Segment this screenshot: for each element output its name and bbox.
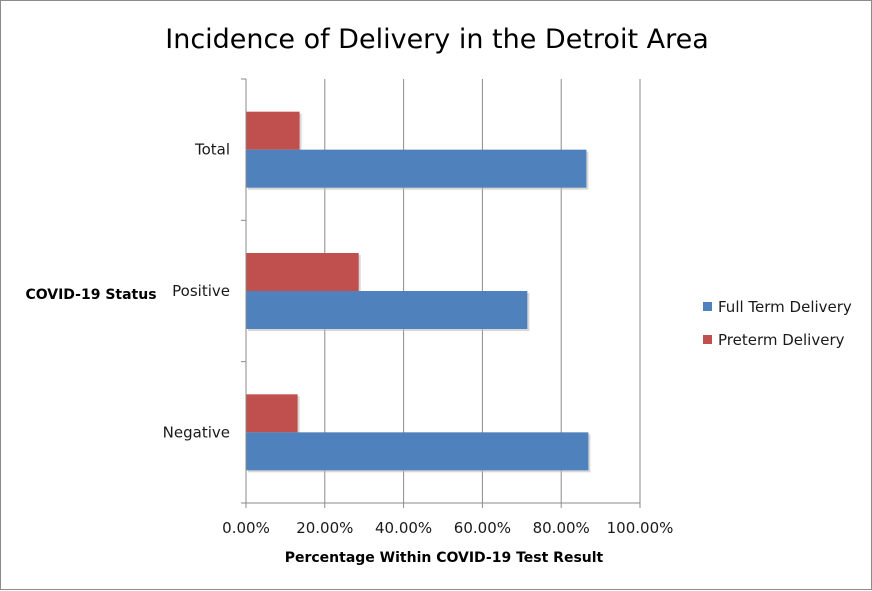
y-tick-label: Negative (163, 423, 230, 441)
legend-swatch (703, 335, 712, 344)
bar-full-term (246, 291, 528, 329)
legend-swatch (703, 302, 712, 311)
bar-full-term (246, 149, 587, 188)
bar-full-term (246, 432, 589, 471)
x-tick-label: 60.00% (454, 519, 511, 537)
legend: Full Term Delivery Preterm Delivery (703, 298, 852, 349)
y-tick-label: Positive (172, 282, 230, 300)
bar-preterm (246, 394, 298, 433)
chart-title: Incidence of Delivery in the Detroit Are… (165, 24, 709, 55)
tick-labels: 0.00% 20.00% 40.00% 60.00% 80.00% 100.00% Tota… (163, 141, 674, 537)
legend-label: Preterm Delivery (718, 331, 845, 349)
bar-preterm (246, 253, 359, 291)
x-axis-label: Percentage Within COVID-19 Test Result (285, 550, 604, 566)
legend-label: Full Term Delivery (718, 298, 852, 316)
x-tick-label: 100.00% (607, 519, 674, 537)
axes (241, 78, 641, 508)
bar-preterm (246, 111, 300, 150)
x-tick-label: 0.00% (222, 519, 270, 537)
bars (246, 111, 591, 473)
y-tick-label: Total (194, 141, 230, 159)
x-tick-label: 80.00% (533, 519, 590, 537)
x-tick-label: 40.00% (375, 519, 432, 537)
y-axis-label: COVID-19 Status (25, 287, 156, 303)
x-tick-label: 20.00% (296, 519, 353, 537)
